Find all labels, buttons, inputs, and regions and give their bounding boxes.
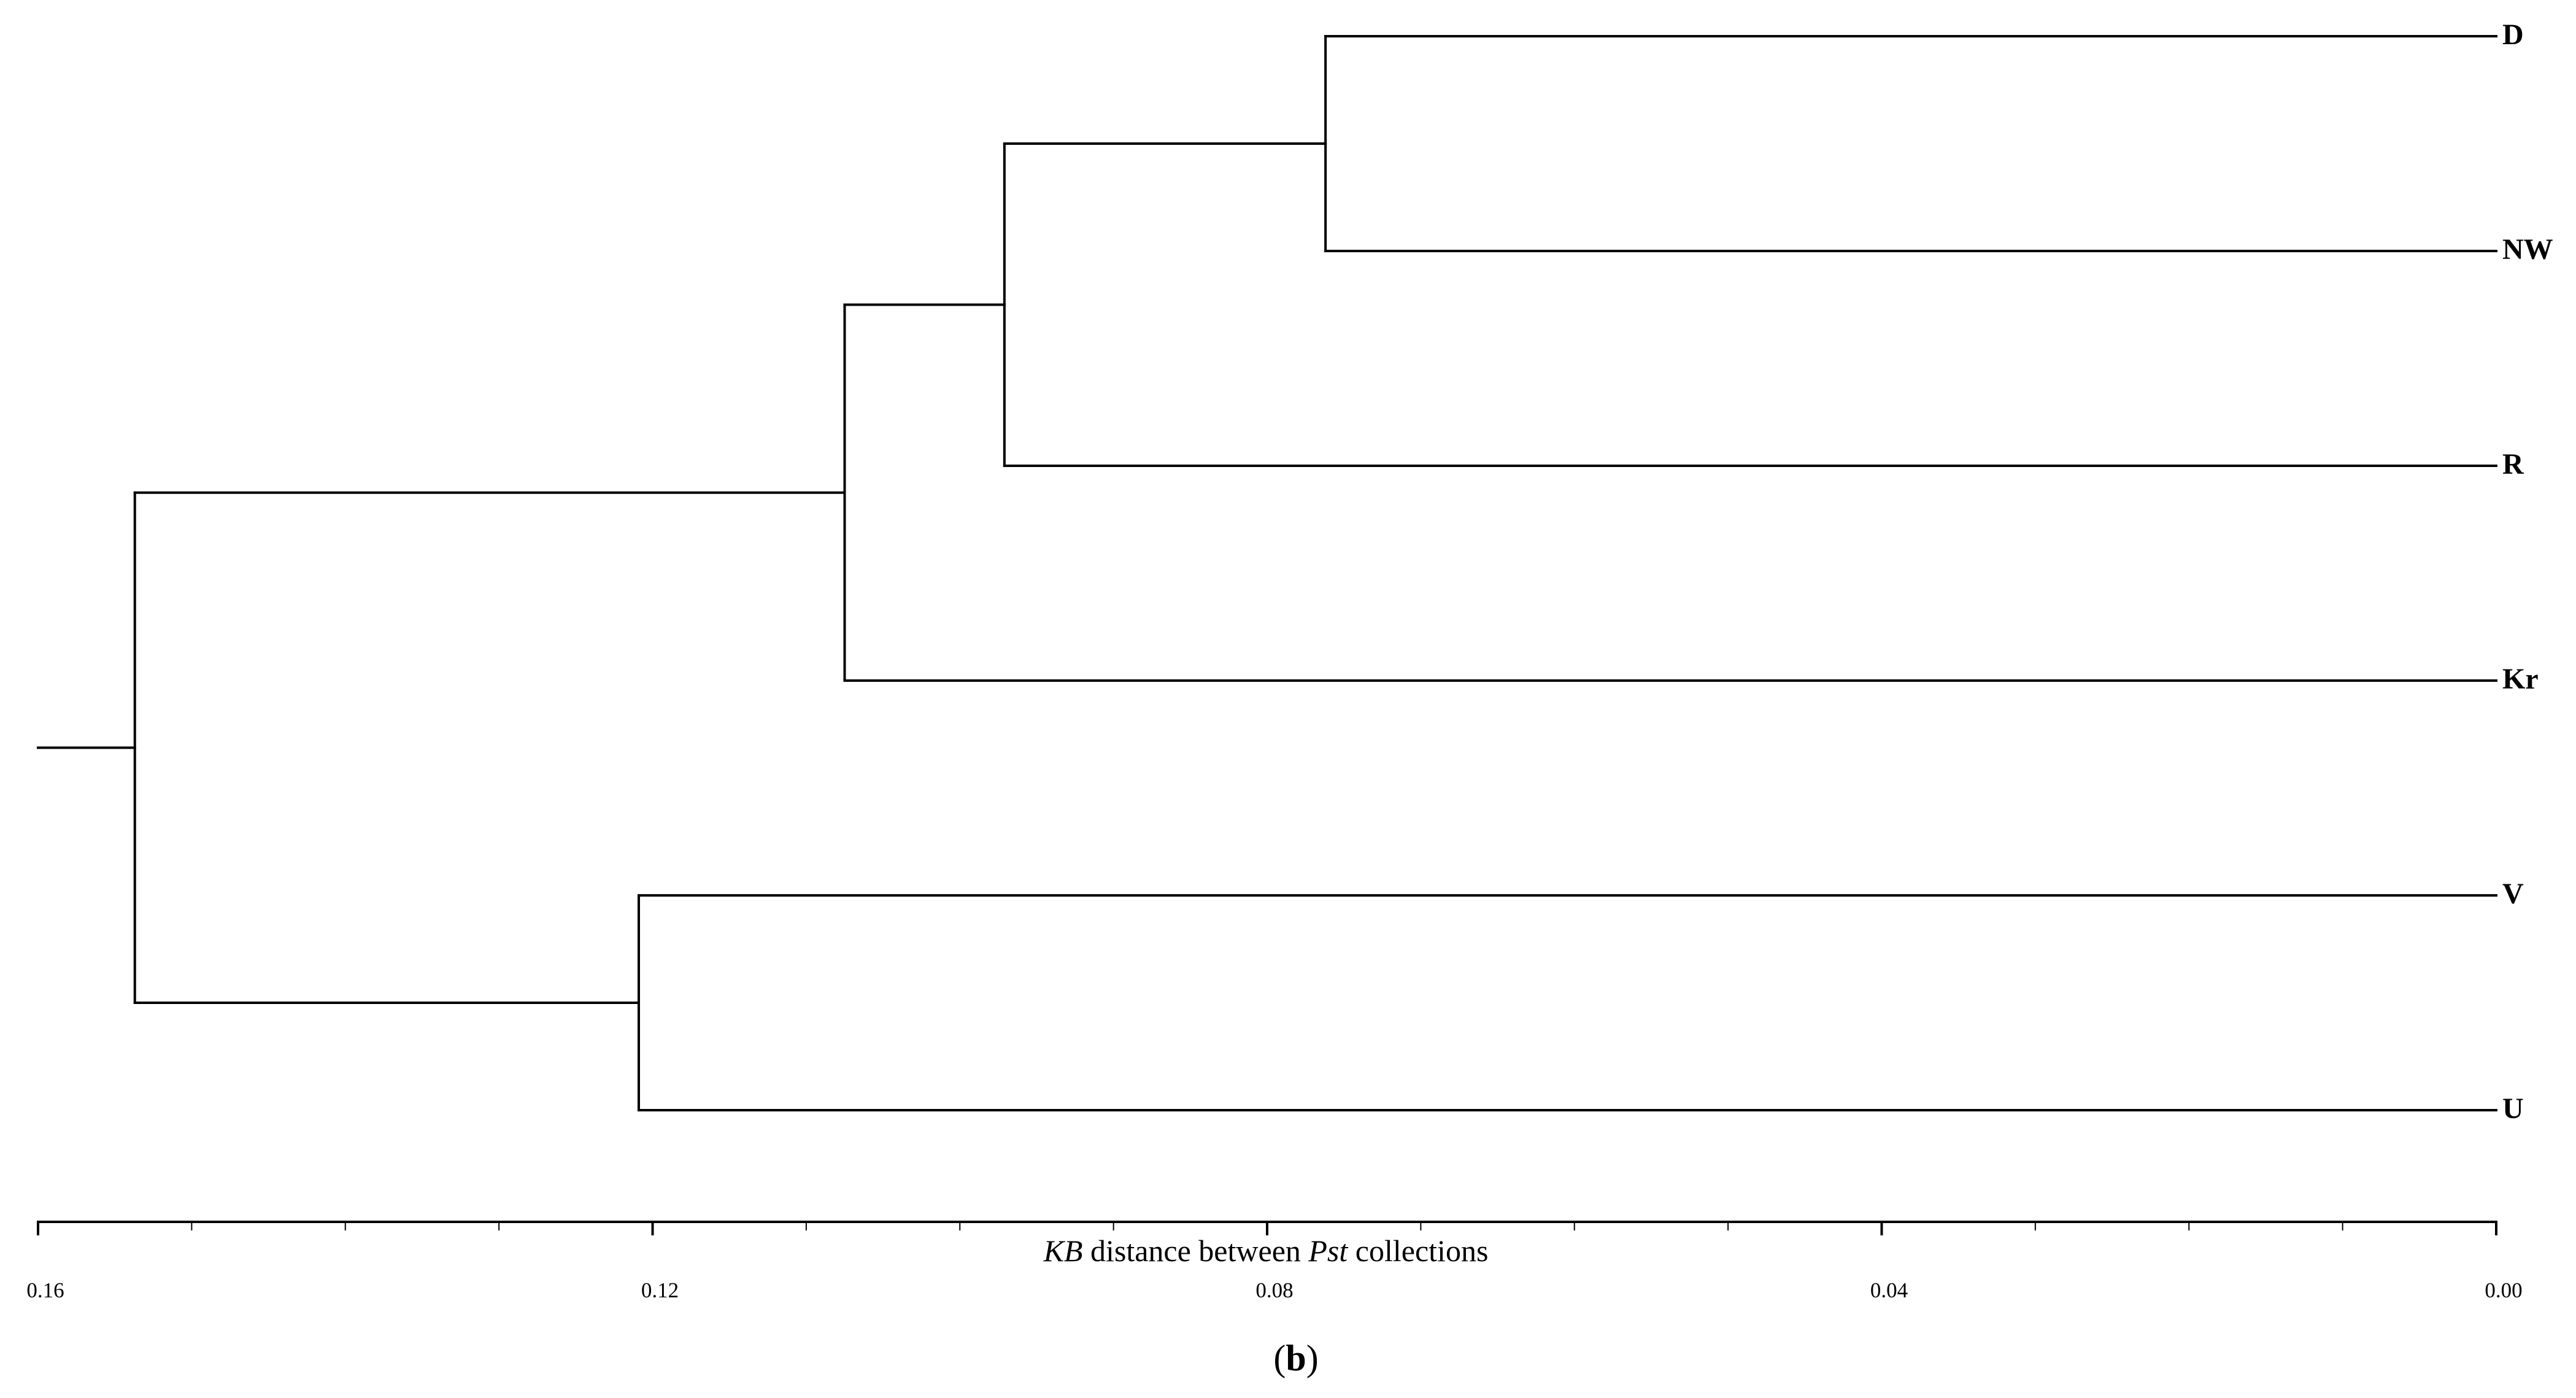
caption-part: ) (1306, 1338, 1319, 1378)
leaf-label: V (2502, 878, 2524, 910)
x-axis-label: KB distance between Pst collections (1043, 1234, 1489, 1268)
caption: (b) (1273, 1338, 1318, 1378)
leaf-label: NW (2502, 233, 2553, 266)
x-tick-label: 0.04 (1870, 1278, 1908, 1302)
x-tick-label: 0.12 (641, 1278, 679, 1302)
x-axis-label-part: KB (1043, 1234, 1083, 1268)
leaf-label: Kr (2502, 663, 2539, 695)
x-tick-label: 0.16 (26, 1278, 64, 1302)
x-tick-label: 0.00 (2485, 1278, 2522, 1302)
x-axis-label-part: collections (1348, 1234, 1488, 1268)
caption-part: b (1286, 1338, 1306, 1378)
caption-part: ( (1273, 1338, 1286, 1378)
x-axis-label-part: distance between (1082, 1234, 1308, 1268)
x-axis-label-part: Pst (1308, 1234, 1348, 1268)
leaf-label: R (2502, 448, 2524, 481)
leaf-label: D (2502, 18, 2524, 51)
x-tick-label: 0.08 (1255, 1278, 1293, 1302)
leaf-label: U (2502, 1092, 2524, 1125)
